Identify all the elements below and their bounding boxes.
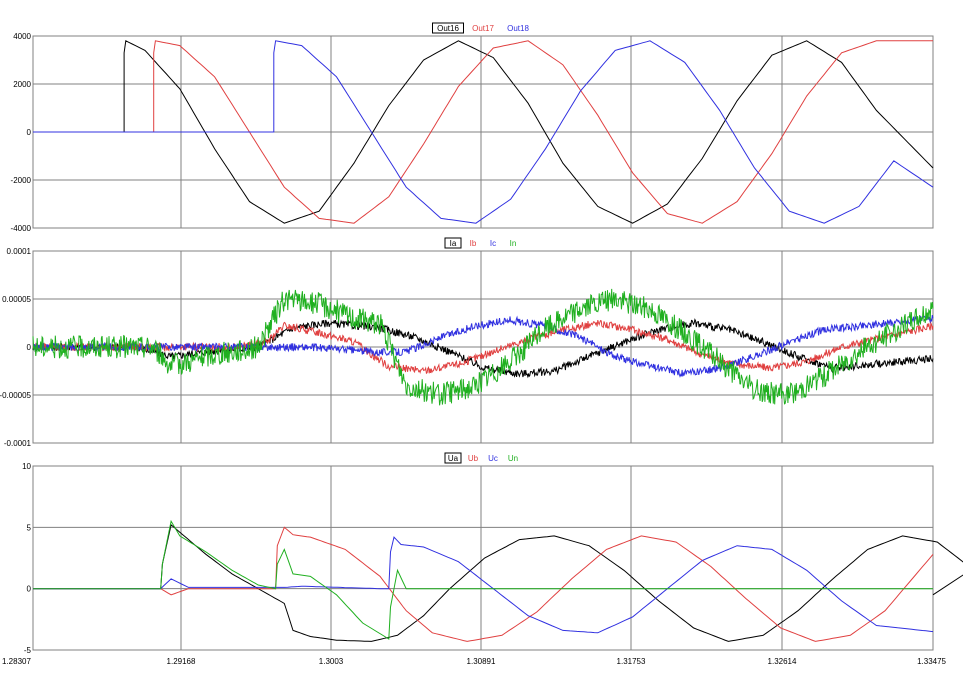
series-line-un	[33, 519, 933, 640]
legend-entry-uc: Uc	[488, 454, 498, 463]
x-tick-label: 1.29168	[167, 657, 196, 666]
legend: Ua Ub Uc Un	[444, 452, 518, 464]
legend-entry-un: Un	[508, 454, 518, 463]
legend-selected-box	[444, 452, 462, 464]
series-line-ic	[32, 314, 934, 378]
x-tick-label: 1.3003	[319, 657, 344, 666]
y-tick-label: 2000	[13, 80, 31, 89]
series-line-ub	[33, 526, 934, 642]
y-tick-label: 10	[22, 462, 31, 471]
y-tick-label: 0	[27, 343, 32, 352]
plot-panel-2: 0.0001 0.00005 0 -0.00005 -0.0001 Ia Ib Ic In	[0, 237, 934, 448]
x-tick-label: 1.28307	[2, 657, 31, 666]
series-line-in	[32, 288, 934, 406]
plot-panel-1: 4000 2000 0 -2000 -4000 Out16 Out17 Out18	[11, 22, 934, 233]
legend-selected-box	[432, 22, 464, 34]
series-line-ia	[32, 318, 934, 379]
series-line-out16	[33, 40, 934, 224]
y-tick-label: -5	[24, 646, 32, 655]
legend-selected-box	[444, 237, 462, 249]
y-tick-label: 5	[27, 523, 32, 532]
legend-entry-ic: Ic	[490, 239, 496, 248]
x-tick-label: 1.30891	[467, 657, 496, 666]
y-tick-label: 4000	[13, 32, 31, 41]
x-tick-label: 1.32614	[768, 657, 797, 666]
series-line-out18	[33, 40, 934, 224]
y-tick-label: -2000	[11, 176, 32, 185]
series-line-out17	[33, 40, 933, 224]
plot-panel-3: 10 5 0 -5 Ua Ub Uc Un	[22, 452, 963, 655]
y-tick-label: 0.00005	[2, 295, 31, 304]
legend-entry-ia: Ia	[450, 239, 457, 248]
legend-entry-in: In	[510, 239, 517, 248]
legend-entry-ub: Ub	[468, 454, 479, 463]
legend: Ia Ib Ic In	[444, 237, 517, 249]
y-tick-label: -0.0001	[4, 439, 32, 448]
y-tick-label: 0	[27, 585, 32, 594]
plot-frame	[32, 465, 934, 651]
y-tick-label: -0.00005	[0, 391, 32, 400]
legend: Out16 Out17 Out18	[432, 22, 529, 34]
legend-entry-out18: Out18	[507, 24, 529, 33]
series-line-uc	[33, 536, 934, 634]
legend-entry-out17: Out17	[472, 24, 494, 33]
y-tick-label: 0	[27, 128, 32, 137]
legend-entry-out16: Out16	[437, 24, 459, 33]
x-tick-label: 1.33475	[917, 657, 946, 666]
legend-entry-ib: Ib	[470, 239, 477, 248]
legend-entry-ua: Ua	[448, 454, 459, 463]
y-tick-label: 0.0001	[7, 247, 32, 256]
y-tick-label: -4000	[11, 224, 32, 233]
x-tick-label: 1.31753	[617, 657, 646, 666]
series-line-ua	[33, 523, 963, 642]
